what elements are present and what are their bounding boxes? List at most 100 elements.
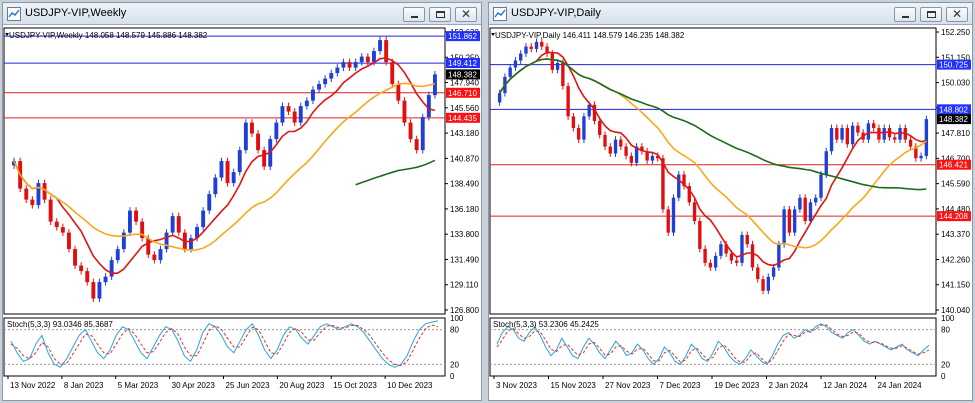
price-plot-area[interactable] (489, 27, 937, 315)
candle-body[interactable] (677, 174, 681, 198)
candle-body[interactable] (140, 221, 145, 239)
candle-body[interactable] (274, 122, 279, 140)
candle-body[interactable] (582, 116, 586, 140)
candle-body[interactable] (24, 188, 29, 200)
candle-body[interactable] (898, 127, 902, 140)
candle-body[interactable] (634, 146, 639, 163)
candle-body[interactable] (243, 122, 248, 151)
candle-body[interactable] (408, 122, 413, 140)
candle-body[interactable] (713, 255, 718, 268)
candle-body[interactable] (529, 46, 533, 49)
minimize-button[interactable] (894, 7, 916, 22)
minimize-button[interactable] (403, 7, 425, 22)
candle-body[interactable] (534, 41, 539, 49)
candle-body[interactable] (298, 106, 303, 123)
candle-body[interactable] (550, 53, 555, 70)
candle-body[interactable] (592, 104, 597, 122)
window-titlebar[interactable]: USDJPY-VIP,Weekly ✕ (3, 3, 481, 25)
candle-body[interactable] (158, 249, 163, 261)
candle-body[interactable] (280, 106, 285, 123)
candle-body[interactable] (893, 137, 897, 140)
window-titlebar[interactable]: USDJPY-VIP,Daily ✕ (489, 3, 972, 25)
candle-body[interactable] (195, 227, 200, 239)
candle-body[interactable] (819, 174, 823, 198)
candle-body[interactable] (871, 123, 876, 128)
stochastic-plot-area[interactable] (3, 317, 446, 377)
candle-body[interactable] (756, 267, 760, 280)
candle-body[interactable] (682, 174, 686, 187)
candle-body[interactable] (792, 209, 797, 233)
candle-body[interactable] (735, 260, 739, 263)
candle-body[interactable] (719, 244, 723, 256)
candle-body[interactable] (335, 67, 340, 74)
candle-body[interactable] (146, 238, 151, 255)
candle-body[interactable] (661, 158, 665, 210)
candle-body[interactable] (207, 194, 212, 211)
candle-body[interactable] (73, 249, 78, 266)
candle-body[interactable] (109, 260, 114, 277)
candle-body[interactable] (134, 210, 139, 222)
candle-body[interactable] (840, 127, 844, 140)
candle-body[interactable] (908, 139, 913, 147)
candle-body[interactable] (629, 155, 634, 163)
candle-body[interactable] (555, 62, 560, 70)
candle-body[interactable] (329, 73, 334, 79)
candle-body[interactable] (692, 202, 697, 221)
candle-body[interactable] (808, 202, 813, 221)
candle-body[interactable] (390, 62, 395, 85)
candle-body[interactable] (164, 232, 169, 250)
candle-body[interactable] (347, 62, 352, 68)
candle-body[interactable] (310, 89, 315, 101)
candle-body[interactable] (745, 234, 749, 245)
candle-body[interactable] (513, 60, 518, 68)
candle-body[interactable] (540, 41, 544, 47)
candle-body[interactable] (524, 46, 528, 54)
candle-body[interactable] (30, 199, 35, 206)
candle-body[interactable] (97, 282, 102, 299)
candle-body[interactable] (603, 134, 607, 147)
candle-body[interactable] (341, 62, 346, 68)
candle-body[interactable] (803, 197, 807, 221)
candle-body[interactable] (286, 106, 291, 112)
candle-body[interactable] (824, 151, 828, 175)
candle-body[interactable] (798, 197, 802, 210)
candle-body[interactable] (432, 74, 437, 96)
candle-body[interactable] (378, 40, 383, 52)
candle-body[interactable] (170, 216, 175, 233)
candle-body[interactable] (608, 146, 612, 154)
candle-body[interactable] (508, 67, 512, 77)
candle-body[interactable] (36, 183, 41, 206)
chart-window-weekly[interactable]: USDJPY-VIP,Weekly ✕ 152.630150.250147.94… (2, 2, 482, 401)
candle-body[interactable] (176, 216, 181, 233)
candle-body[interactable] (698, 220, 702, 249)
candle-body[interactable] (384, 40, 389, 63)
candle-body[interactable] (103, 276, 108, 283)
candle-body[interactable] (766, 276, 771, 291)
candle-body[interactable] (127, 210, 132, 233)
candle-body[interactable] (85, 271, 90, 283)
candlestick-chart[interactable]: 152.250151.150150.030148.910147.810146.7… (489, 26, 972, 400)
candle-body[interactable] (353, 62, 358, 68)
candle-body[interactable] (225, 161, 230, 184)
candle-body[interactable] (304, 100, 309, 107)
candle-body[interactable] (396, 84, 401, 101)
candle-body[interactable] (12, 161, 17, 166)
candle-body[interactable] (60, 227, 65, 233)
candle-body[interactable] (545, 46, 549, 54)
close-button[interactable]: ✕ (946, 7, 968, 22)
candle-body[interactable] (787, 209, 792, 233)
candle-body[interactable] (317, 84, 322, 90)
close-button[interactable]: ✕ (455, 7, 477, 22)
candle-body[interactable] (121, 232, 126, 250)
candle-body[interactable] (850, 125, 855, 145)
candle-body[interactable] (587, 104, 591, 117)
candle-body[interactable] (66, 232, 71, 250)
candle-body[interactable] (402, 100, 407, 123)
candle-body[interactable] (576, 127, 581, 140)
candle-body[interactable] (188, 238, 193, 250)
candle-body[interactable] (219, 161, 224, 178)
candle-body[interactable] (256, 133, 261, 151)
chart-window-daily[interactable]: USDJPY-VIP,Daily ✕ 152.250 151.150 150.030… (488, 2, 973, 401)
candle-body[interactable] (292, 111, 297, 123)
candle-body[interactable] (613, 139, 618, 154)
